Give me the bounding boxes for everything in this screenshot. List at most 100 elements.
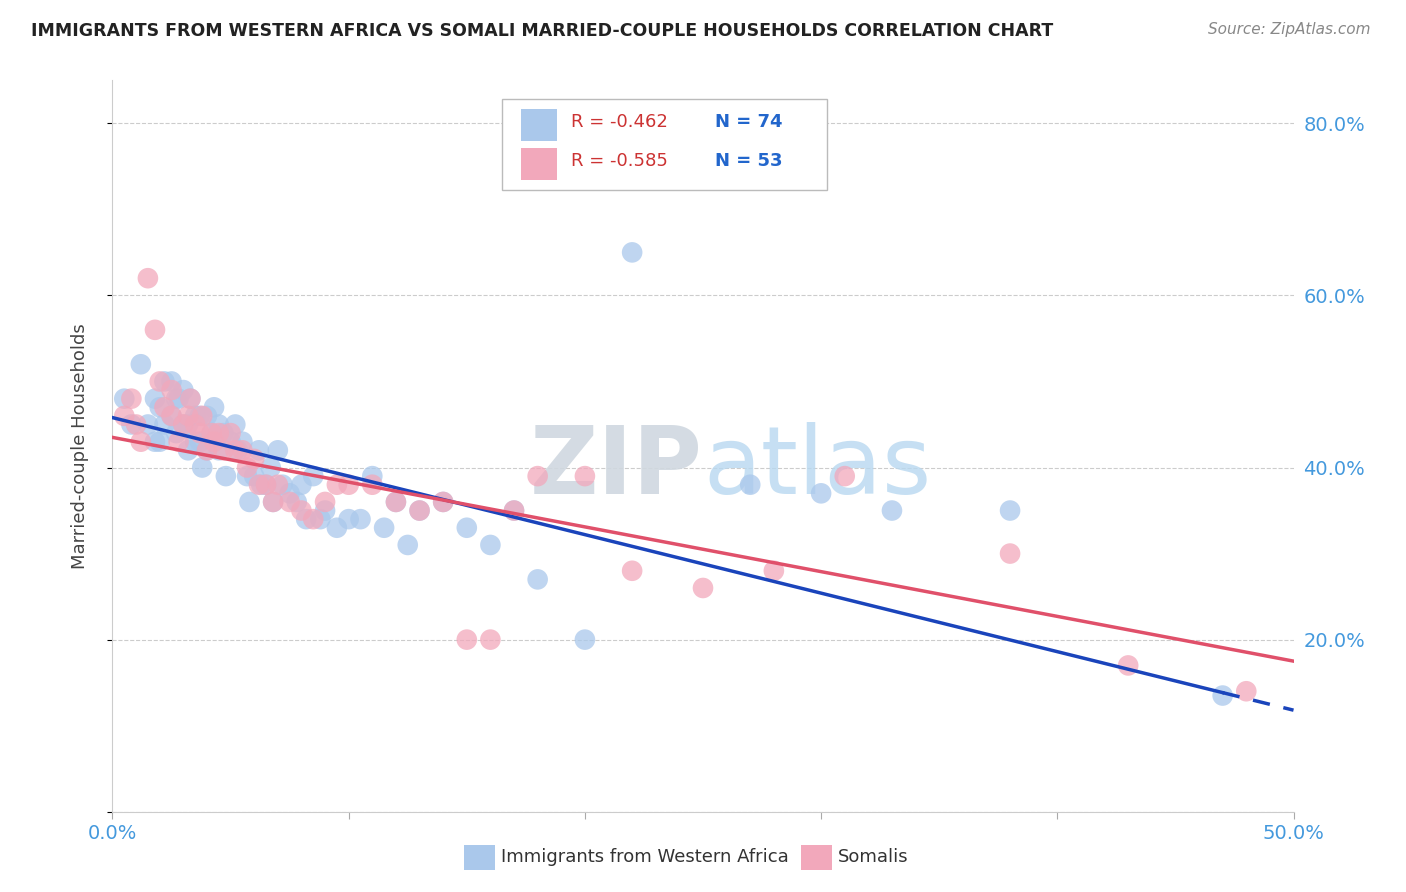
Point: [262, 495, 284, 509]
Point: [149, 401, 172, 415]
Point: [153, 401, 176, 415]
Point: [238, 495, 260, 509]
Point: [385, 495, 408, 509]
Point: [219, 434, 242, 449]
Text: Immigrants from Western Africa: Immigrants from Western Africa: [501, 848, 789, 866]
Point: [179, 392, 201, 406]
Point: [309, 512, 332, 526]
Point: [385, 495, 408, 509]
Point: [621, 564, 644, 578]
Point: [143, 323, 166, 337]
Point: [834, 469, 856, 483]
Text: N = 74: N = 74: [714, 112, 782, 130]
FancyBboxPatch shape: [522, 148, 557, 180]
Point: [267, 443, 290, 458]
Point: [432, 495, 454, 509]
Text: R = -0.585: R = -0.585: [571, 153, 668, 170]
Point: [621, 245, 644, 260]
Point: [184, 434, 207, 449]
Point: [262, 495, 284, 509]
Point: [740, 477, 762, 491]
Point: [574, 632, 596, 647]
Point: [479, 538, 502, 552]
Point: [149, 375, 172, 389]
Point: [456, 521, 478, 535]
Text: Somalis: Somalis: [838, 848, 908, 866]
Text: Source: ZipAtlas.com: Source: ZipAtlas.com: [1208, 22, 1371, 37]
Point: [880, 503, 903, 517]
Point: [278, 495, 301, 509]
FancyBboxPatch shape: [502, 99, 827, 190]
Point: [290, 477, 312, 491]
Text: ZIP: ZIP: [530, 422, 703, 514]
Y-axis label: Married-couple Households: Married-couple Households: [70, 323, 89, 569]
Point: [195, 443, 218, 458]
Point: [129, 357, 152, 371]
Point: [408, 503, 430, 517]
Point: [149, 434, 172, 449]
Point: [314, 495, 336, 509]
Point: [810, 486, 832, 500]
Text: atlas: atlas: [703, 422, 931, 514]
Point: [326, 521, 349, 535]
Point: [231, 443, 253, 458]
Point: [302, 469, 325, 483]
Point: [285, 495, 308, 509]
Point: [172, 417, 194, 432]
Point: [692, 581, 714, 595]
Point: [160, 409, 183, 423]
Point: [201, 426, 224, 441]
Point: [337, 477, 360, 491]
Point: [326, 477, 349, 491]
Point: [160, 409, 183, 423]
Point: [202, 434, 225, 449]
Point: [153, 375, 176, 389]
Point: [165, 426, 187, 441]
Point: [136, 417, 159, 432]
Point: [408, 503, 430, 517]
Point: [208, 417, 231, 432]
Point: [167, 392, 190, 406]
Point: [236, 460, 259, 475]
Point: [231, 434, 253, 449]
Point: [243, 451, 266, 466]
Point: [267, 477, 290, 491]
Point: [165, 392, 187, 406]
Point: [574, 469, 596, 483]
Point: [129, 434, 152, 449]
Point: [191, 409, 214, 423]
Point: [361, 469, 384, 483]
Point: [167, 434, 190, 449]
Point: [361, 477, 384, 491]
Point: [202, 401, 225, 415]
Point: [188, 409, 211, 423]
Point: [208, 426, 231, 441]
Point: [172, 417, 194, 432]
Point: [120, 392, 142, 406]
FancyBboxPatch shape: [522, 109, 557, 141]
Point: [762, 564, 785, 578]
Point: [188, 434, 211, 449]
Point: [226, 443, 249, 458]
Point: [120, 417, 142, 432]
Point: [172, 383, 194, 397]
Text: R = -0.462: R = -0.462: [571, 112, 668, 130]
Point: [177, 443, 200, 458]
Point: [247, 477, 270, 491]
Point: [208, 443, 231, 458]
Point: [278, 486, 301, 500]
Point: [479, 632, 502, 647]
Point: [191, 460, 214, 475]
Point: [195, 409, 218, 423]
Point: [184, 409, 207, 423]
Point: [373, 521, 395, 535]
Point: [295, 512, 318, 526]
Point: [260, 460, 283, 475]
Text: N = 53: N = 53: [714, 153, 782, 170]
Point: [432, 495, 454, 509]
Point: [236, 469, 259, 483]
Point: [337, 512, 360, 526]
Point: [396, 538, 419, 552]
Point: [160, 383, 183, 397]
Point: [224, 417, 246, 432]
